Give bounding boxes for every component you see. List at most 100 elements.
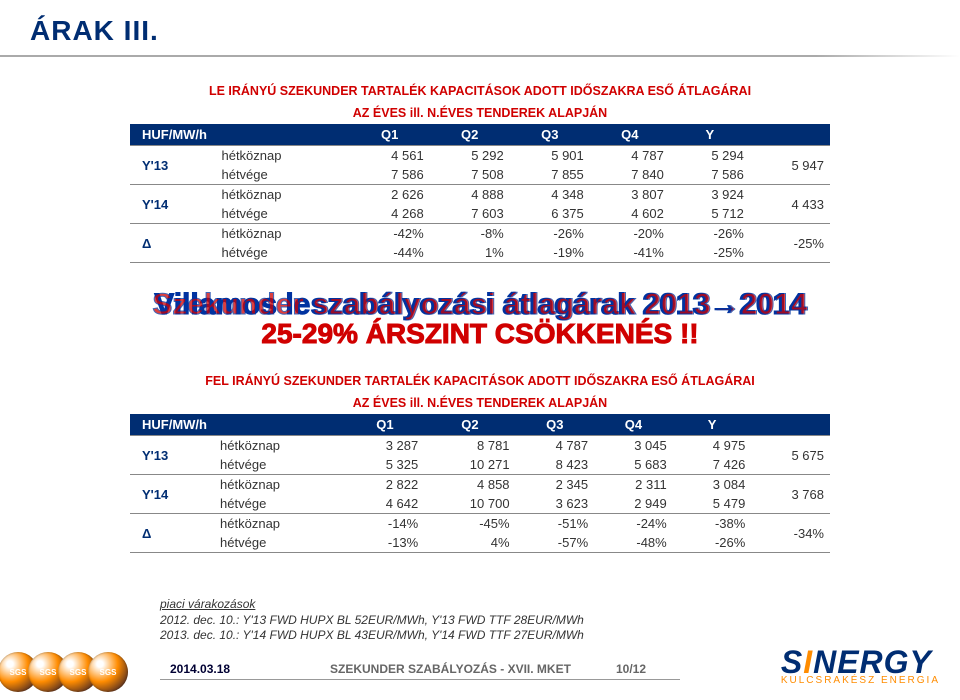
table-up-rowhead: HUF/MW/h [130, 414, 346, 436]
row-sublabel: hétköznap [208, 514, 346, 534]
cell: 2 822 [346, 475, 425, 495]
year-summary: 4 433 [750, 185, 830, 224]
cell: 7 603 [430, 204, 510, 224]
cell: 8 781 [424, 436, 515, 456]
col: Q4 [594, 414, 673, 436]
group-label: Δ [130, 224, 209, 263]
table-down-caption2: AZ ÉVES ill. N.ÉVES TENDEREK ALAPJÁN [130, 102, 830, 124]
cell: -48% [594, 533, 673, 553]
notes-line: 2013. dec. 10.: Y'14 FWD HUPX BL 43EUR/M… [160, 628, 584, 644]
row-sublabel: hétvége [209, 204, 349, 224]
footer-divider [160, 679, 680, 680]
cell: 5 325 [346, 455, 425, 475]
notes-header: piaci várakozások [160, 597, 584, 613]
cell: -13% [346, 533, 425, 553]
year-summary: 5 675 [751, 436, 830, 475]
row-sublabel: hétvége [208, 533, 346, 553]
col: Q2 [424, 414, 515, 436]
row-sublabel: hétköznap [209, 185, 349, 205]
cell: 8 423 [516, 455, 595, 475]
cell: 3 084 [673, 475, 752, 495]
cell: 4 561 [350, 146, 430, 166]
footer-date: 2014.03.18 [170, 662, 230, 676]
cell: 3 623 [516, 494, 595, 514]
col: Y [670, 124, 750, 146]
group-label: Y'13 [130, 146, 209, 185]
cell: 4% [424, 533, 515, 553]
cell: 5 479 [673, 494, 752, 514]
cell: -20% [590, 224, 670, 244]
page-title: ÁRAK III. [30, 15, 159, 47]
cell: 3 287 [346, 436, 425, 456]
brand-logo: SINERGY KULCSRAKÉSZ ENERGIA [781, 646, 940, 686]
sgs-badges: SGS SGS SGS SGS [8, 652, 128, 692]
cell: -8% [430, 224, 510, 244]
cell: 10 271 [424, 455, 515, 475]
title-underline [0, 55, 960, 57]
cell: -45% [424, 514, 515, 534]
row-sublabel: hétvége [209, 165, 349, 185]
cell: 3 924 [670, 185, 750, 205]
sgs-badge-icon: SGS [88, 652, 128, 692]
cell: 4 888 [430, 185, 510, 205]
row-sublabel: hétköznap [208, 436, 346, 456]
cell: -41% [590, 243, 670, 263]
col: Q3 [516, 414, 595, 436]
row-sublabel: hétvége [208, 494, 346, 514]
row-sublabel: hétvége [209, 243, 349, 263]
year-summary: -25% [750, 224, 830, 263]
group-label: Y'14 [130, 475, 208, 514]
cell: 2 949 [594, 494, 673, 514]
cell: 3 045 [594, 436, 673, 456]
cell: 4 975 [673, 436, 752, 456]
cell: 2 345 [516, 475, 595, 495]
footer: SGS SGS SGS SGS 2014.03.18 SZEKUNDER SZA… [0, 654, 960, 694]
table-up: FEL IRÁNYÚ SZEKUNDER TARTALÉK KAPACITÁSO… [130, 370, 830, 553]
cell: -51% [516, 514, 595, 534]
cell: -14% [346, 514, 425, 534]
col: Q1 [346, 414, 425, 436]
cell: -42% [350, 224, 430, 244]
overlay-line-red: Szekunder szabályozási átlagárak 2013→20… [0, 288, 960, 322]
col: Y [673, 414, 752, 436]
row-sublabel: hétköznap [209, 224, 349, 244]
row-sublabel: hétvége [208, 455, 346, 475]
row-sublabel: hétköznap [208, 475, 346, 495]
col: Q1 [350, 124, 430, 146]
cell: 5 712 [670, 204, 750, 224]
col [750, 124, 830, 146]
col: Q4 [590, 124, 670, 146]
cell: -25% [670, 243, 750, 263]
group-label: Y'14 [130, 185, 209, 224]
cell: 2 626 [350, 185, 430, 205]
row-sublabel: hétköznap [209, 146, 349, 166]
cell: 4 642 [346, 494, 425, 514]
cell: 5 901 [510, 146, 590, 166]
col: Q3 [510, 124, 590, 146]
cell: -38% [673, 514, 752, 534]
cell: 5 683 [594, 455, 673, 475]
table-down-caption1: LE IRÁNYÚ SZEKUNDER TARTALÉK KAPACITÁSOK… [130, 80, 830, 102]
cell: 7 855 [510, 165, 590, 185]
cell: 7 586 [670, 165, 750, 185]
cell: 6 375 [510, 204, 590, 224]
cell: -26% [510, 224, 590, 244]
year-summary: 5 947 [750, 146, 830, 185]
cell: -26% [670, 224, 750, 244]
table-up-caption1: FEL IRÁNYÚ SZEKUNDER TARTALÉK KAPACITÁSO… [130, 370, 830, 392]
overlay-headline: Villamos leszabályozási átlagárak 2013→2… [0, 288, 960, 350]
year-summary: 3 768 [751, 475, 830, 514]
notes-line: 2012. dec. 10.: Y'13 FWD HUPX BL 52EUR/M… [160, 613, 584, 629]
cell: 10 700 [424, 494, 515, 514]
cell: -26% [673, 533, 752, 553]
group-label: Y'13 [130, 436, 208, 475]
overlay-line2: 25-29% ÁRSZINT CSÖKKENÉS !! [0, 318, 960, 350]
cell: 4 858 [424, 475, 515, 495]
cell: 4 787 [516, 436, 595, 456]
logo-subtitle: KULCSRAKÉSZ ENERGIA [781, 676, 940, 686]
col [751, 414, 830, 436]
cell: -19% [510, 243, 590, 263]
footer-page: 10/12 [616, 662, 646, 676]
cell: 4 268 [350, 204, 430, 224]
group-label: Δ [130, 514, 208, 553]
